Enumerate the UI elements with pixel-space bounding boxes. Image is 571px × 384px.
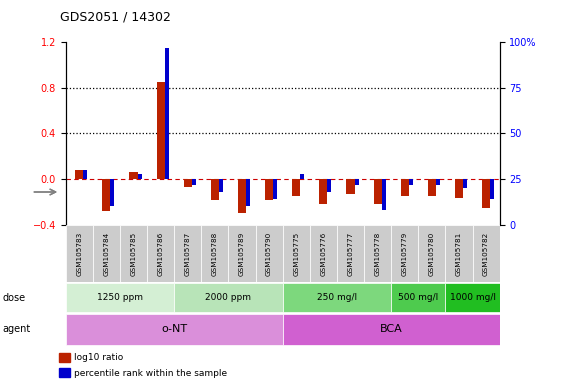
Bar: [364, 225, 391, 282]
Text: GSM105787: GSM105787: [184, 231, 191, 276]
Text: GSM105776: GSM105776: [320, 231, 327, 276]
Bar: [292, 179, 300, 196]
Bar: [66, 225, 93, 282]
Bar: [66, 314, 283, 345]
Bar: [83, 170, 87, 179]
Text: BCA: BCA: [380, 324, 403, 334]
Text: GSM105785: GSM105785: [130, 231, 136, 276]
Bar: [192, 179, 196, 185]
Bar: [156, 82, 164, 179]
Bar: [391, 225, 418, 282]
Text: 2000 ppm: 2000 ppm: [206, 293, 251, 302]
Text: GSM105788: GSM105788: [212, 231, 218, 276]
Bar: [337, 225, 364, 282]
Bar: [482, 179, 490, 207]
Bar: [219, 179, 223, 192]
Bar: [75, 170, 83, 179]
Bar: [102, 179, 110, 211]
Text: GSM105775: GSM105775: [293, 231, 299, 276]
Text: 500 mg/l: 500 mg/l: [398, 293, 439, 302]
Bar: [283, 283, 391, 312]
Bar: [130, 172, 138, 179]
Bar: [283, 314, 500, 345]
Bar: [355, 179, 359, 185]
Text: 1000 mg/l: 1000 mg/l: [449, 293, 496, 302]
Bar: [327, 179, 331, 192]
Bar: [228, 225, 255, 282]
Bar: [202, 225, 228, 282]
Bar: [174, 225, 202, 282]
Text: o-NT: o-NT: [161, 324, 187, 334]
Bar: [418, 225, 445, 282]
Text: GSM105780: GSM105780: [429, 231, 435, 276]
Bar: [445, 225, 473, 282]
Bar: [273, 179, 277, 199]
Bar: [120, 225, 147, 282]
Bar: [265, 179, 273, 200]
Bar: [93, 225, 120, 282]
Bar: [211, 179, 219, 200]
Bar: [381, 179, 386, 210]
Bar: [138, 174, 142, 179]
Bar: [184, 179, 192, 187]
Bar: [409, 179, 413, 185]
Text: 250 mg/l: 250 mg/l: [317, 293, 357, 302]
Bar: [59, 368, 70, 377]
Bar: [147, 225, 174, 282]
Bar: [110, 179, 115, 207]
Text: GSM105779: GSM105779: [401, 231, 408, 276]
Bar: [66, 283, 174, 312]
Bar: [283, 225, 309, 282]
Text: 1250 ppm: 1250 ppm: [97, 293, 143, 302]
Text: percentile rank within the sample: percentile rank within the sample: [74, 369, 227, 377]
Bar: [445, 283, 500, 312]
Bar: [319, 179, 327, 204]
Bar: [246, 179, 250, 207]
Bar: [174, 283, 283, 312]
Bar: [309, 225, 337, 282]
Bar: [238, 179, 246, 213]
Bar: [473, 225, 500, 282]
Bar: [436, 179, 440, 185]
Bar: [59, 353, 70, 362]
Bar: [347, 179, 355, 194]
Text: log10 ratio: log10 ratio: [74, 353, 123, 362]
Text: GSM105778: GSM105778: [375, 231, 381, 276]
Bar: [255, 225, 283, 282]
Bar: [373, 179, 381, 204]
Text: GDS2051 / 14302: GDS2051 / 14302: [60, 10, 171, 23]
Bar: [164, 48, 169, 179]
Bar: [428, 179, 436, 196]
Bar: [490, 179, 494, 199]
Text: GSM105777: GSM105777: [347, 231, 353, 276]
Text: agent: agent: [3, 324, 31, 334]
Text: GSM105789: GSM105789: [239, 231, 245, 276]
Text: GSM105790: GSM105790: [266, 231, 272, 276]
Text: GSM105782: GSM105782: [483, 231, 489, 276]
Text: GSM105784: GSM105784: [103, 231, 110, 276]
Text: GSM105786: GSM105786: [158, 231, 164, 276]
Bar: [300, 174, 304, 179]
Text: dose: dose: [3, 293, 26, 303]
Text: GSM105781: GSM105781: [456, 231, 462, 276]
Bar: [463, 179, 467, 188]
Text: GSM105783: GSM105783: [76, 231, 82, 276]
Bar: [401, 179, 409, 196]
Bar: [391, 283, 445, 312]
Bar: [455, 179, 463, 199]
